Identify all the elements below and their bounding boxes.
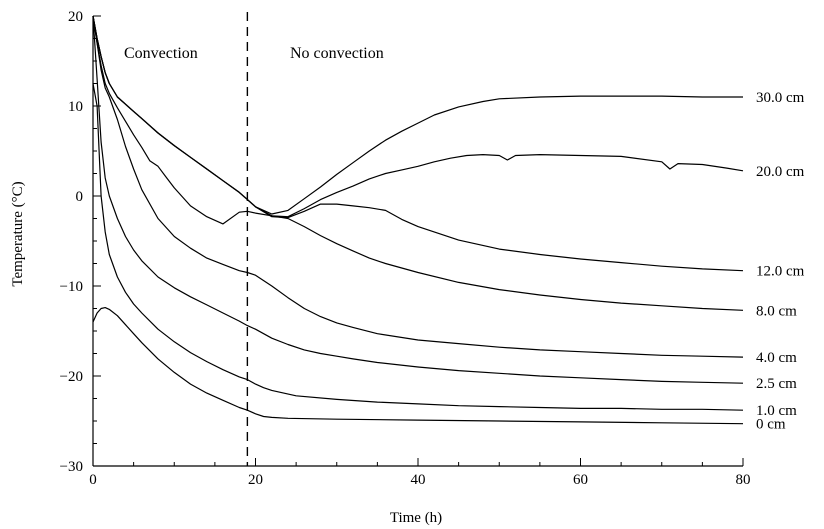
- x-tick-label: 40: [411, 472, 426, 488]
- series-line-4-0-cm: [92, 15, 744, 358]
- y-tick-label: 10: [68, 99, 83, 115]
- series-label-4-0-cm: 4.0 cm: [756, 350, 797, 366]
- y-tick-label: 0: [76, 189, 84, 205]
- y-tick-label: −10: [60, 279, 83, 295]
- axis-ticks: [92, 15, 744, 467]
- series-line-1-0-cm: [92, 83, 744, 411]
- series-label-8-0-cm: 8.0 cm: [756, 303, 797, 319]
- y-tick-label: −20: [60, 369, 83, 385]
- series-label-30-0-cm: 30.0 cm: [756, 90, 805, 106]
- series-line-2-5-cm: [92, 15, 744, 384]
- series-labels: 30.0 cm 20.0 cm 12.0 cm 8.0 cm 4.0 cm 2.5 cm 1…: [756, 90, 805, 433]
- tick-labels: 0 20 40 60 80 20 10 0 −10 −20 −30: [60, 9, 751, 488]
- x-tick-label: 80: [736, 472, 751, 488]
- series-label-20-0-cm: 20.0 cm: [756, 164, 805, 180]
- series-label-1-0-cm: 1.0 cm: [756, 403, 797, 419]
- series-label-0-cm: 0 cm: [756, 417, 786, 433]
- series-line-12-0-cm: [92, 15, 744, 272]
- x-tick-label: 60: [573, 472, 588, 488]
- y-axis-title: Temperature (°C): [10, 181, 26, 286]
- y-tick-label: 20: [68, 9, 83, 25]
- series-label-12-0-cm: 12.0 cm: [756, 264, 805, 280]
- x-axis-title: Time (h): [390, 510, 442, 526]
- series-line-0-cm: [92, 307, 744, 425]
- convection-label: Convection: [124, 45, 198, 62]
- series-curves: [92, 15, 744, 425]
- no-convection-label: No convection: [290, 45, 384, 62]
- x-tick-label: 0: [89, 472, 97, 488]
- y-tick-label: −30: [60, 459, 83, 475]
- series-label-2-5-cm: 2.5 cm: [756, 376, 797, 392]
- series-line-8-0-cm: [92, 15, 744, 311]
- x-tick-label: 20: [248, 472, 263, 488]
- axes: [92, 16, 743, 467]
